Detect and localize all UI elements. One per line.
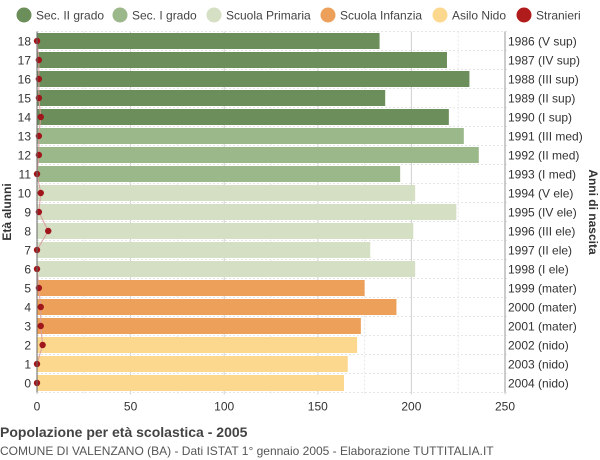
chart-subtitle: COMUNE DI VALENZANO (BA) - Dati ISTAT 1°… xyxy=(0,444,494,458)
y-tick-label-birth-8: 1996 (III ele) xyxy=(508,225,575,239)
y-tick-label-birth-6: 1998 (I ele) xyxy=(508,263,569,277)
legend-label-sec-i-grado: Sec. I grado xyxy=(132,9,197,23)
chart-title: Popolazione per età scolastica - 2005 xyxy=(0,424,248,440)
stranieri-point-age-2 xyxy=(39,341,46,349)
y-tick-label-birth-7: 1997 (II ele) xyxy=(508,244,572,258)
axes: 18 1986 (V sup)17 1987 (IV sup)16 1988 (III… xyxy=(0,31,600,414)
y-tick-label-age-1: 1 xyxy=(24,358,31,372)
x-tick-label-200: 200 xyxy=(401,400,421,414)
bar-age-17 xyxy=(37,52,447,68)
y-tick-label-birth-10: 1994 (V ele) xyxy=(508,187,573,201)
bar-age-10 xyxy=(37,185,416,201)
y-tick-label-birth-9: 1995 (IV ele) xyxy=(508,206,577,220)
y-tick-label-age-2: 2 xyxy=(24,339,31,353)
bar-age-5 xyxy=(37,280,365,296)
y-tick-label-age-0: 0 xyxy=(24,377,31,391)
y-tick-label-age-11: 11 xyxy=(19,168,32,182)
y-tick-label-age-12: 12 xyxy=(18,149,32,163)
y-tick-label-age-3: 3 xyxy=(24,320,31,334)
bar-age-2 xyxy=(37,337,358,353)
bar-age-15 xyxy=(37,90,386,106)
bar-age-16 xyxy=(37,71,470,87)
bar-age-12 xyxy=(37,147,479,163)
legend-label-scuola-primaria: Scuola Primaria xyxy=(226,9,311,23)
y-tick-label-age-5: 5 xyxy=(24,282,31,296)
y-tick-label-birth-13: 1991 (III med) xyxy=(508,130,583,144)
bar-age-14 xyxy=(37,109,449,125)
legend-swatch-stranieri xyxy=(516,7,532,23)
bar-age-7 xyxy=(37,242,371,258)
legend-label-scuola-infanzia: Scuola Infanzia xyxy=(340,9,422,23)
stranieri-point-age-4 xyxy=(37,303,44,311)
legend-swatch-sec-i-grado xyxy=(112,7,128,23)
y-tick-label-birth-3: 2001 (mater) xyxy=(508,320,577,334)
y-tick-label-age-15: 15 xyxy=(18,92,32,106)
stranieri-point-age-8 xyxy=(45,227,52,235)
y-tick-label-birth-0: 2004 (nido) xyxy=(508,377,569,391)
stranieri-point-age-10 xyxy=(37,189,44,197)
y-tick-label-birth-17: 1987 (IV sup) xyxy=(508,54,580,68)
legend: Sec. II grado Sec. I grado Scuola Primaria… xyxy=(16,7,581,23)
y-tick-label-birth-18: 1986 (V sup) xyxy=(508,35,577,49)
y-tick-label-age-8: 8 xyxy=(24,225,31,239)
x-tick-label-0: 0 xyxy=(34,400,41,414)
y-tick-label-age-18: 18 xyxy=(18,35,32,49)
y-tick-label-age-13: 13 xyxy=(18,130,32,144)
y-tick-label-age-17: 17 xyxy=(18,54,32,68)
legend-swatch-sec-ii-grado xyxy=(16,7,32,23)
y-axis-title-right: Anni di nascita xyxy=(586,169,600,255)
stranieri-point-age-14 xyxy=(37,113,44,121)
x-tick-label-100: 100 xyxy=(214,400,234,414)
x-tick-label-150: 150 xyxy=(308,400,328,414)
bar-age-18 xyxy=(37,33,380,49)
y-tick-label-age-7: 7 xyxy=(24,244,31,258)
y-tick-label-birth-12: 1992 (II med) xyxy=(508,149,579,163)
bar-age-1 xyxy=(37,356,348,372)
bar-age-4 xyxy=(37,299,397,315)
plot-area xyxy=(33,31,507,395)
legend-swatch-asilo-nido xyxy=(432,7,448,23)
legend-label-asilo-nido: Asilo Nido xyxy=(452,9,506,23)
population-bar-chart: Sec. II grado Sec. I grado Scuola Primaria… xyxy=(0,7,600,414)
y-axis-title-left: Età alunni xyxy=(0,183,14,240)
bar-age-0 xyxy=(37,375,345,391)
legend-swatch-scuola-infanzia xyxy=(320,7,336,23)
y-tick-label-birth-15: 1989 (II sup) xyxy=(508,92,575,106)
legend-swatch-scuola-primaria xyxy=(206,7,222,23)
legend-label-sec-ii-grado: Sec. II grado xyxy=(36,9,104,23)
bar-age-9 xyxy=(37,204,457,220)
bar-age-13 xyxy=(37,128,464,144)
y-tick-label-birth-1: 2003 (nido) xyxy=(508,358,569,372)
y-tick-label-birth-14: 1990 (I sup) xyxy=(508,111,572,125)
x-tick-label-250: 250 xyxy=(495,400,515,414)
legend-label-stranieri: Stranieri xyxy=(536,9,581,23)
bar-age-8 xyxy=(37,223,414,239)
y-tick-label-birth-4: 2000 (mater) xyxy=(508,301,577,315)
y-tick-label-birth-2: 2002 (nido) xyxy=(508,339,569,353)
y-tick-label-birth-11: 1993 (I med) xyxy=(508,168,576,182)
y-tick-label-age-4: 4 xyxy=(24,301,31,315)
y-tick-label-birth-5: 1999 (mater) xyxy=(508,282,577,296)
y-tick-label-birth-16: 1988 (III sup) xyxy=(508,73,579,87)
bar-age-6 xyxy=(37,261,416,277)
x-tick-label-50: 50 xyxy=(124,400,138,414)
stranieri-point-age-3 xyxy=(37,322,44,330)
y-tick-label-age-9: 9 xyxy=(24,206,31,220)
bar-age-3 xyxy=(37,318,361,334)
y-tick-label-age-6: 6 xyxy=(24,263,31,277)
y-tick-label-age-10: 10 xyxy=(18,187,32,201)
y-tick-label-age-14: 14 xyxy=(18,111,32,125)
bar-age-11 xyxy=(37,166,401,182)
y-tick-label-age-16: 16 xyxy=(18,73,32,87)
